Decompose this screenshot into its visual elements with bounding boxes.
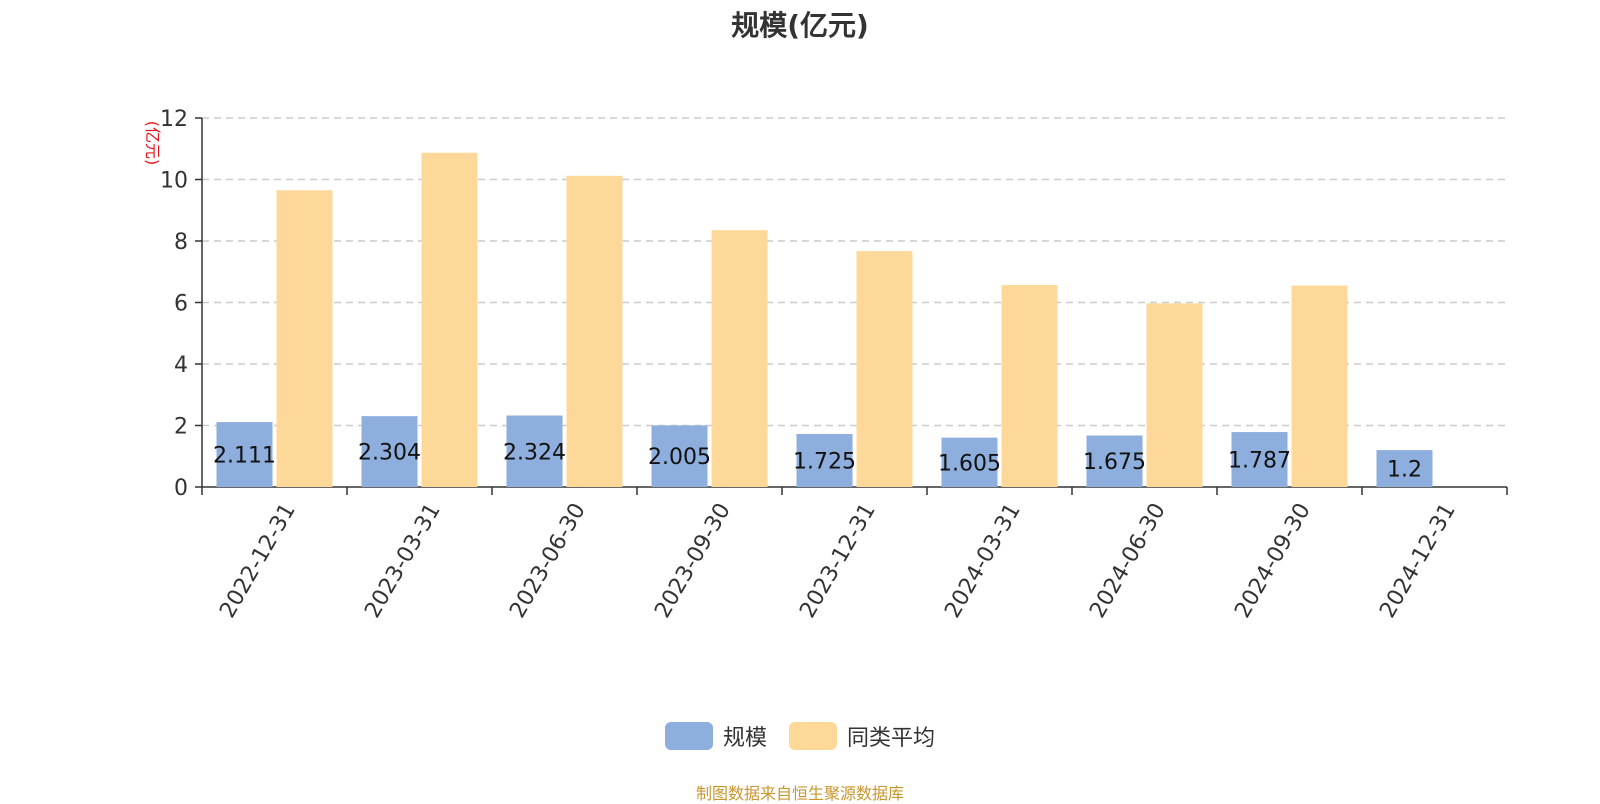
bar-series-2 — [421, 152, 478, 487]
y-tick-label: 12 — [160, 107, 188, 132]
data-label-series-1: 1.787 — [1228, 449, 1291, 474]
y-axis-label: (亿元) — [143, 121, 162, 166]
bar-series-2 — [566, 175, 623, 487]
data-label-series-1: 2.005 — [648, 445, 711, 470]
data-label-series-1: 1.675 — [1083, 450, 1146, 475]
bar-series-1 — [361, 416, 418, 487]
legend-item-series-2[interactable]: 同类平均 — [789, 720, 935, 752]
bars — [216, 152, 1433, 488]
legend: 规模 同类平均 — [0, 720, 1600, 752]
bar-series-1 — [1376, 450, 1433, 487]
x-tick-label: 2024-09-30 — [1230, 499, 1316, 622]
bar-series-1 — [216, 422, 273, 487]
legend-item-series-1[interactable]: 规模 — [664, 720, 767, 752]
bar-series-1 — [1231, 432, 1288, 487]
x-tick-label: 2023-03-31 — [360, 499, 446, 622]
x-tick-label: 2024-03-31 — [940, 499, 1026, 622]
x-tick-label: 2024-06-30 — [1085, 499, 1171, 622]
grid-lines — [202, 117, 1507, 427]
data-label-series-1: 1.2 — [1387, 458, 1422, 483]
source-note: 制图数据来自恒生聚源数据库 — [695, 784, 904, 803]
x-tick-label: 2023-09-30 — [650, 499, 736, 622]
chart-title: 规模(亿元) — [731, 9, 869, 42]
y-tick-label: 8 — [174, 230, 188, 255]
data-label-series-1: 2.304 — [358, 441, 421, 466]
bar-series-1 — [796, 433, 853, 487]
legend-label-series-2: 同类平均 — [847, 726, 936, 751]
y-tick-label: 6 — [174, 292, 188, 317]
bar-series-2 — [856, 251, 913, 487]
data-label-series-1: 2.111 — [213, 444, 276, 469]
bar-series-2 — [1291, 285, 1348, 487]
bar-series-1 — [506, 415, 563, 487]
legend-label-series-1: 规模 — [722, 726, 767, 751]
legend-swatch-series-1 — [664, 722, 713, 750]
x-tick-label: 2023-06-30 — [505, 499, 591, 622]
y-tick-label: 4 — [174, 353, 188, 378]
bar-series-1 — [1086, 435, 1143, 487]
bar-series-1 — [651, 425, 708, 487]
data-label-series-1: 2.324 — [503, 440, 566, 465]
bar-series-2 — [1146, 303, 1203, 487]
bar-series-1 — [941, 437, 998, 487]
bar-series-2 — [1001, 284, 1058, 487]
data-label-series-1: 1.725 — [793, 449, 856, 474]
data-label-series-1: 1.605 — [938, 451, 1001, 476]
y-tick-label: 2 — [174, 415, 188, 440]
legend-swatch-series-2 — [789, 722, 837, 750]
bar-series-2 — [711, 230, 768, 488]
bar-series-2 — [276, 190, 333, 487]
y-tick-label: 10 — [160, 169, 188, 194]
data-labels: 2.111 2.304 2.324 2.005 1.725 1.605 1.675 1.787… — [213, 440, 1422, 482]
x-tick-label: 2022-12-31 — [215, 499, 301, 622]
y-tick-label: 0 — [174, 476, 188, 501]
x-tick-label: 2023-12-31 — [795, 499, 881, 622]
x-tick-label: 2024-12-31 — [1375, 499, 1461, 622]
